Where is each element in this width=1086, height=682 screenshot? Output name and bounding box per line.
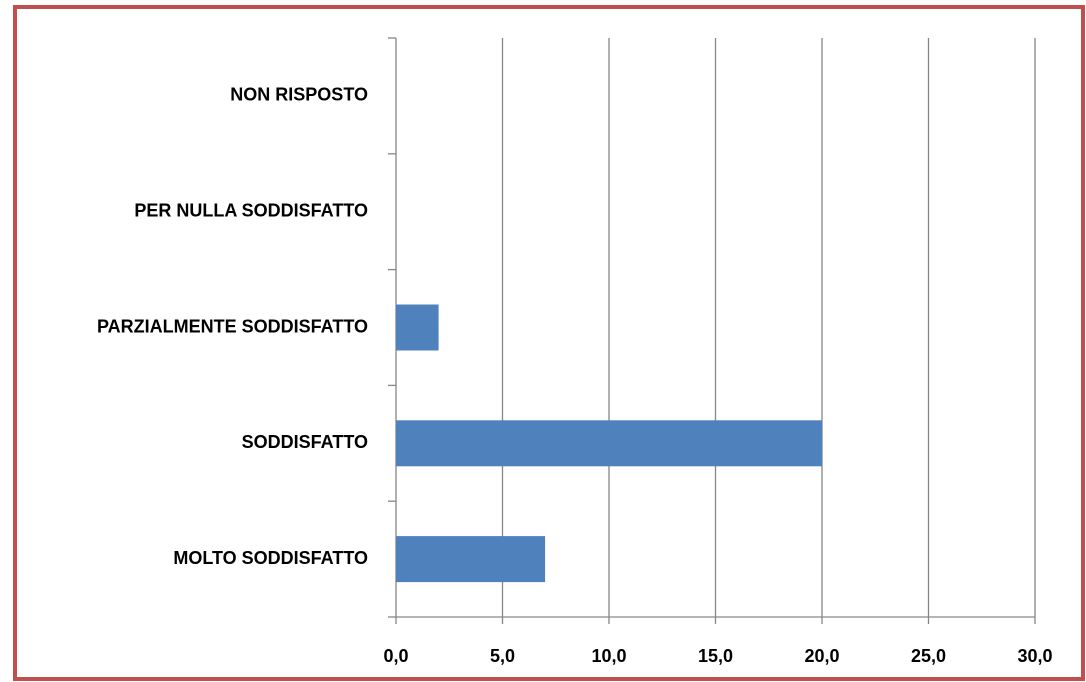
- y-tick-label: PARZIALMENTE SODDISFATTO: [97, 316, 368, 336]
- x-tick-label: 15,0: [698, 646, 733, 666]
- x-tick-label: 0,0: [383, 646, 408, 666]
- y-tick-label: MOLTO SODDISFATTO: [173, 548, 368, 568]
- x-tick-label: 25,0: [911, 646, 946, 666]
- bar: [396, 536, 546, 583]
- chart-frame: [13, 5, 1085, 681]
- x-tick-label: 30,0: [1017, 646, 1052, 666]
- bar: [396, 420, 822, 467]
- x-tick-label: 20,0: [804, 646, 839, 666]
- y-tick-label: NON RISPOSTO: [230, 85, 368, 105]
- bar: [396, 304, 439, 351]
- y-tick-label: PER NULLA SODDISFATTO: [134, 200, 368, 220]
- y-tick-label: SODDISFATTO: [242, 432, 368, 452]
- x-tick-label: 10,0: [591, 646, 626, 666]
- x-tick-label: 5,0: [490, 646, 515, 666]
